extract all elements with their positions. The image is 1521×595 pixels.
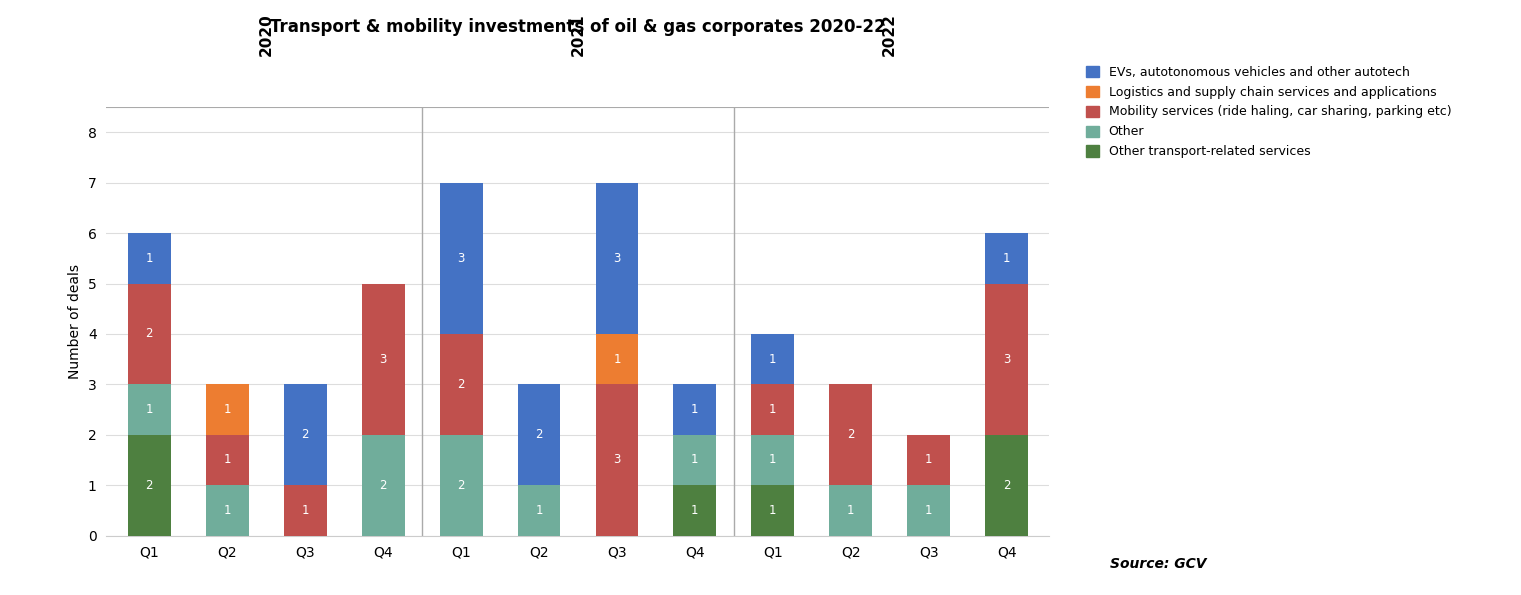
Bar [128,233,170,283]
Bar [986,233,1028,283]
Text: 1: 1 [1002,252,1010,265]
Bar [284,384,327,485]
Bar [596,334,639,384]
Text: 1: 1 [535,504,543,517]
Text: 1: 1 [925,453,932,466]
Text: 1: 1 [224,453,231,466]
Bar [517,485,560,536]
Text: 2: 2 [301,428,309,441]
Text: 1: 1 [770,453,777,466]
Text: Source: GCV: Source: GCV [1110,557,1206,571]
Text: 1: 1 [847,504,855,517]
Bar [205,435,249,485]
Bar [986,283,1028,435]
Text: 2: 2 [379,478,386,491]
Bar [829,485,872,536]
Legend: EVs, autotonomous vehicles and other autotech, Logistics and supply chain servic: EVs, autotonomous vehicles and other aut… [1086,66,1451,158]
Bar [829,384,872,485]
Text: 2: 2 [146,327,154,340]
Bar [674,384,716,435]
Text: 3: 3 [613,453,621,466]
Bar [674,485,716,536]
Bar [674,435,716,485]
Text: 1: 1 [925,504,932,517]
Text: 2: 2 [847,428,855,441]
Text: 1: 1 [770,403,777,416]
Text: 3: 3 [1002,353,1010,365]
Bar [907,435,951,485]
Text: 1: 1 [613,353,621,365]
Bar [128,283,170,384]
Text: 2021: 2021 [570,13,586,56]
Bar [907,485,951,536]
Text: 1: 1 [770,353,777,365]
Text: 1: 1 [301,504,309,517]
Bar [362,283,405,435]
Text: 3: 3 [379,353,386,365]
Text: 3: 3 [458,252,465,265]
Bar [517,384,560,485]
Bar [205,485,249,536]
Bar [751,334,794,384]
Text: 2: 2 [458,478,465,491]
Bar [205,384,249,435]
Bar [596,384,639,536]
Text: 2: 2 [146,478,154,491]
Y-axis label: Number of deals: Number of deals [68,264,82,379]
Text: 1: 1 [691,453,698,466]
Text: 2020: 2020 [259,13,274,56]
Text: 1: 1 [224,403,231,416]
Text: 3: 3 [613,252,621,265]
Text: 2: 2 [458,378,465,391]
Bar [440,435,482,536]
Bar [128,384,170,435]
Text: 2: 2 [1002,478,1010,491]
Text: 1: 1 [691,403,698,416]
Text: Transport & mobility investments of oil & gas corporates 2020-22: Transport & mobility investments of oil … [271,18,885,36]
Text: 1: 1 [146,252,154,265]
Bar [128,435,170,536]
Bar [751,384,794,435]
Bar [751,435,794,485]
Bar [440,183,482,334]
Text: 2022: 2022 [882,13,897,56]
Bar [986,435,1028,536]
Text: 1: 1 [691,504,698,517]
Bar [440,334,482,435]
Bar [751,485,794,536]
Text: 1: 1 [146,403,154,416]
Bar [362,435,405,536]
Bar [596,183,639,334]
Text: 2: 2 [535,428,543,441]
Text: 1: 1 [224,504,231,517]
Text: 1: 1 [770,504,777,517]
Bar [284,485,327,536]
